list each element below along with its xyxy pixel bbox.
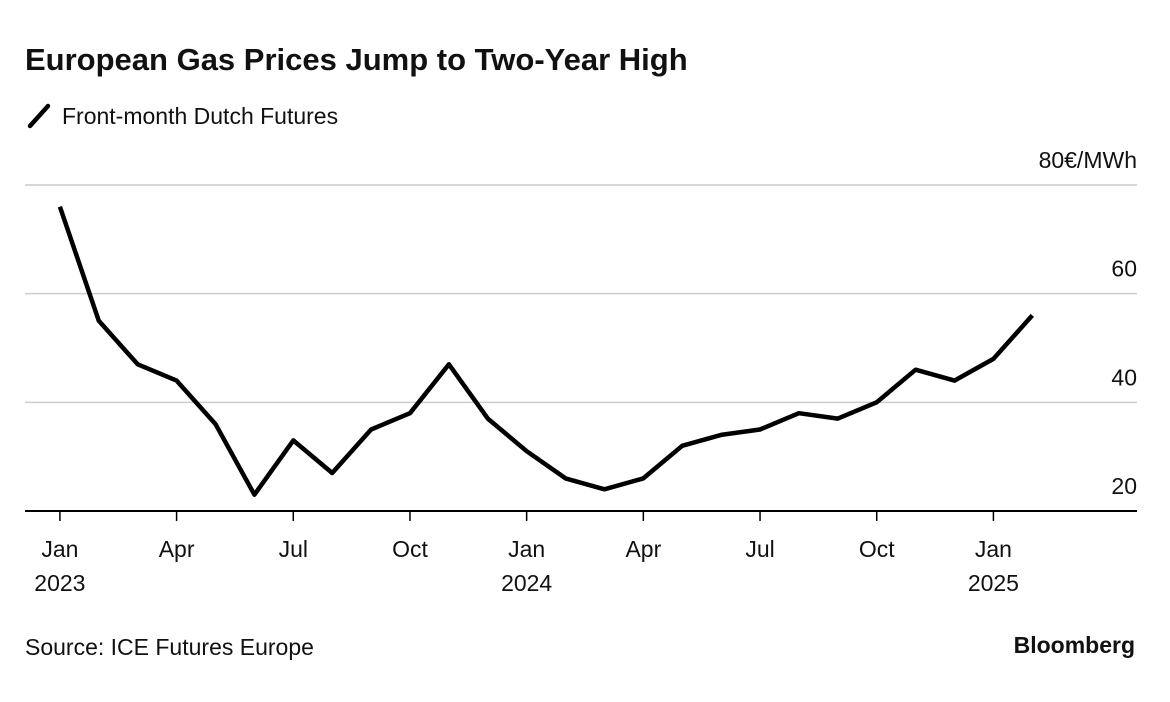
series-line [57,205,1034,497]
source: Source: ICE Futures Europe [25,634,314,660]
x-tick-label: Jul [279,536,308,562]
y-tick-label: 20 [1111,473,1137,499]
x-tick-label-line: Oct [392,536,428,562]
x-tick-label: Jul [745,536,774,562]
x-tick-label-line: Apr [625,536,661,562]
brand: Bloomberg [1014,632,1135,658]
x-tick-label: Apr [159,536,195,562]
y-tick-label: 80€/MWh [1039,147,1137,173]
x-tick-label-line: Apr [159,536,195,562]
x-tick-label-line: Jan [508,536,545,562]
x-tick-label: Oct [859,536,895,562]
x-tick-label: Apr [625,536,661,562]
x-tick-label-line: Jan [41,536,78,562]
y-tick-label: 40 [1111,364,1137,390]
x-tick-label-line: 2023 [34,570,85,596]
x-tick-label-line: Jan [975,536,1012,562]
x-tick-label: Jan 2024 [501,536,552,596]
legend-swatch [27,103,51,129]
x-tick-label: Jan 2023 [34,536,85,596]
x-tick-label: Oct [392,536,428,562]
x-tick-label-line: 2025 [968,570,1019,596]
x-tick-label-line: Jul [279,536,308,562]
legend-label: Front-month Dutch Futures [62,103,338,129]
x-tick-label-line: Oct [859,536,895,562]
x-tick-label-line: Jul [745,536,774,562]
x-tick-label-line: 2024 [501,570,552,596]
chart-title: European Gas Prices Jump to Two-Year Hig… [25,42,688,77]
y-tick-label: 60 [1111,256,1137,282]
x-tick-label: Jan 2025 [968,536,1019,596]
